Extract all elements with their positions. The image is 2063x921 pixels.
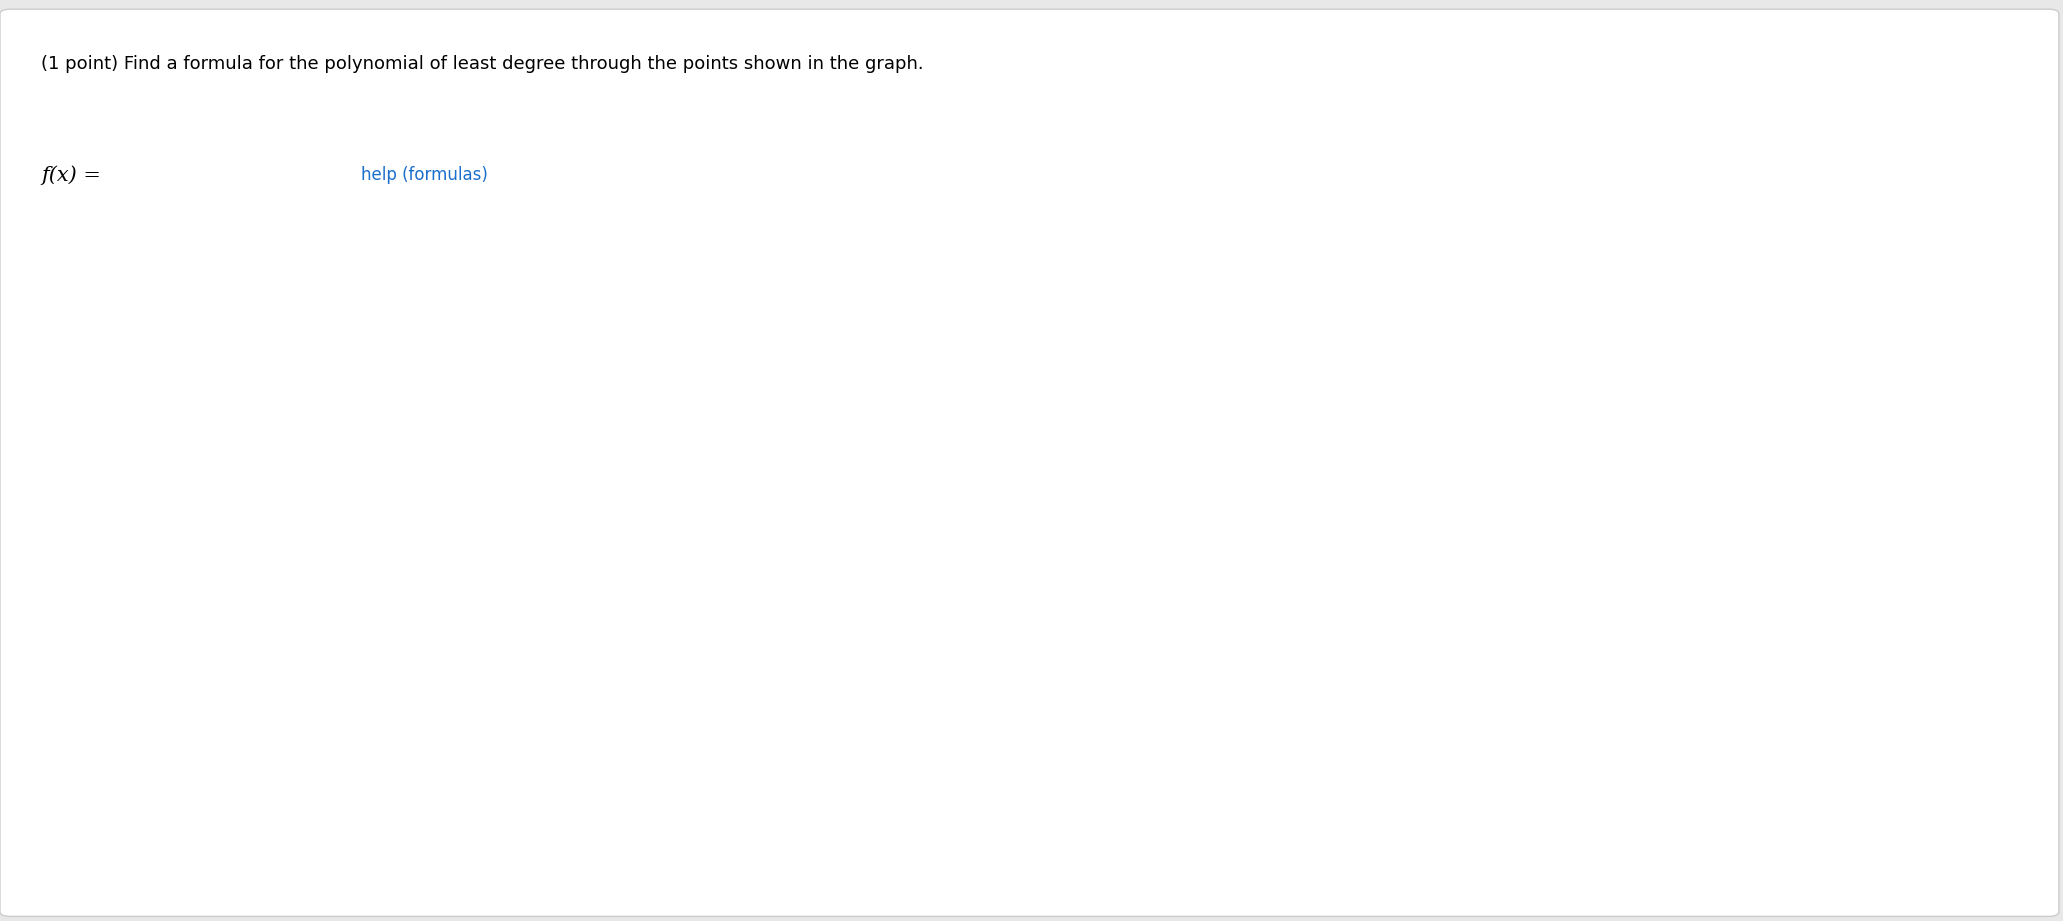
Text: y: y	[559, 134, 569, 152]
Text: x: x	[761, 476, 772, 495]
Text: help (formulas): help (formulas)	[361, 166, 489, 184]
Text: (1 point) Find a formula for the polynomial of least degree through the points s: (1 point) Find a formula for the polynom…	[41, 55, 924, 74]
Text: f(x) =: f(x) =	[41, 166, 101, 185]
Bar	[334, 129, 772, 884]
